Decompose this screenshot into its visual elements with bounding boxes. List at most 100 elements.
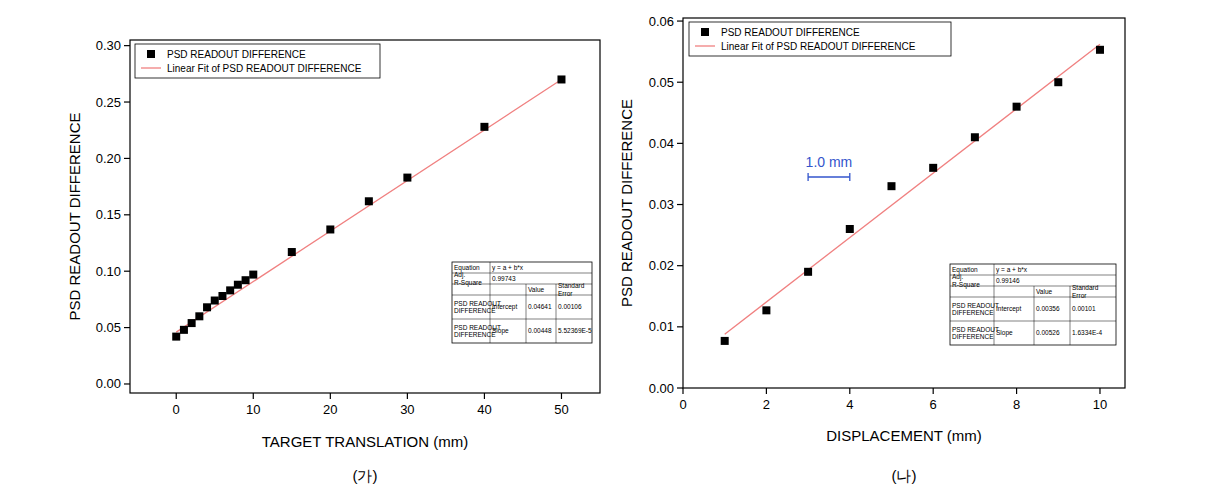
- legend-swatch: [147, 50, 155, 58]
- y-tick-label: 0.02: [649, 258, 674, 273]
- x-tick: [176, 393, 177, 399]
- table-rule: [526, 284, 527, 343]
- table-cell-line: 0.99146: [996, 277, 1020, 284]
- data-point: [249, 271, 257, 279]
- y-axis-title: PSD READOUT DIFFERENCE: [66, 112, 83, 320]
- table-cell: Intercept: [996, 305, 1021, 313]
- table-cell-line: y = a + b*x: [492, 264, 524, 272]
- table-cell-line: 0.00101: [1072, 305, 1096, 312]
- data-point: [326, 225, 334, 233]
- table-cell: StandardError: [558, 282, 585, 297]
- y-tick: [677, 82, 683, 83]
- figure: 0.000.050.100.150.200.250.3001020304050P…: [0, 0, 1212, 489]
- table-cell: Value: [1036, 288, 1053, 295]
- data-point: [480, 123, 488, 131]
- data-point: [234, 281, 242, 289]
- table-cell: 0.00526: [1036, 329, 1060, 336]
- y-tick: [124, 271, 130, 272]
- plot-frame: [130, 40, 600, 393]
- table-cell: y = a + b*x: [492, 264, 524, 272]
- table-box: [452, 262, 592, 343]
- table-rule: [452, 273, 592, 274]
- x-tick-label: 0: [173, 402, 180, 417]
- table-cell: 0.99743: [492, 275, 516, 282]
- data-point: [188, 319, 196, 327]
- data-point: [721, 337, 729, 345]
- x-tick: [484, 393, 485, 399]
- y-tick: [124, 214, 130, 215]
- x-tick: [933, 388, 934, 394]
- data-point: [804, 268, 812, 276]
- legend-label: Linear Fit of PSD READOUT DIFFERENCE: [721, 41, 916, 52]
- table-cell: 0.00101: [1072, 305, 1096, 312]
- fit-table: Equationy = a + b*xAdj.R-Square0.99743Va…: [452, 262, 592, 343]
- scale-bar: [808, 176, 850, 177]
- y-tick: [677, 387, 683, 388]
- table-cell-line: Intercept: [492, 303, 517, 311]
- x-tick: [561, 393, 562, 399]
- data-point: [203, 303, 211, 311]
- y-tick-label: 0.30: [96, 38, 121, 53]
- data-point: [180, 326, 188, 334]
- x-tick-label: 30: [400, 402, 414, 417]
- y-axis-title: PSD READOUT DIFFERENCE: [618, 99, 635, 307]
- table-cell: Intercept: [492, 303, 517, 311]
- legend-swatch: [701, 28, 709, 36]
- table-cell-line: Error: [558, 290, 573, 297]
- data-point: [929, 164, 937, 172]
- scale-bar-label: 1.0 mm: [806, 154, 853, 170]
- table-cell: Slope: [996, 329, 1013, 337]
- table-cell-line: Standard: [558, 282, 585, 289]
- table-rule: [1070, 286, 1071, 345]
- y-tick-label: 0.25: [96, 95, 121, 110]
- table-rule: [452, 319, 592, 320]
- data-point: [195, 312, 203, 320]
- table-cell-line: Slope: [996, 329, 1013, 337]
- table-cell-line: y = a + b*x: [996, 266, 1028, 274]
- table-cell-line: DIFFERENCE: [952, 309, 994, 316]
- table-cell-line: PSD READOUT: [952, 326, 999, 333]
- table-cell: PSD READOUTDIFFERENCE: [952, 302, 999, 317]
- x-tick: [766, 388, 767, 394]
- x-tick-label: 10: [246, 402, 260, 417]
- x-axis-title: DISPLACEMENT (mm): [826, 427, 982, 444]
- x-tick: [1099, 388, 1100, 394]
- data-point: [365, 197, 373, 205]
- table-rule: [950, 321, 1116, 322]
- x-tick-label: 20: [323, 402, 337, 417]
- legend-swatch: [695, 45, 715, 46]
- table-cell: StandardError: [1072, 284, 1099, 299]
- y-tick-label: 0.01: [649, 319, 674, 334]
- table-cell-line: PSD READOUT: [952, 302, 999, 309]
- table-cell: y = a + b*x: [996, 266, 1028, 274]
- x-tick: [330, 393, 331, 399]
- legend-swatch: [141, 67, 161, 68]
- y-tick: [677, 204, 683, 205]
- y-tick-label: 0.05: [649, 75, 674, 90]
- caption: (가): [353, 467, 378, 484]
- table-rule: [490, 284, 491, 343]
- table-rule: [556, 284, 557, 343]
- table-box: [950, 264, 1116, 345]
- x-tick-label: 8: [1013, 397, 1020, 412]
- x-tick: [407, 393, 408, 399]
- table-cell-line: Error: [1072, 292, 1087, 299]
- x-tick: [849, 388, 850, 394]
- y-tick-label: 0.03: [649, 197, 674, 212]
- legend-label: PSD READOUT DIFFERENCE: [167, 49, 306, 60]
- y-tick-label: 0.20: [96, 151, 121, 166]
- y-tick: [677, 326, 683, 327]
- data-point: [971, 133, 979, 141]
- table-cell-line: R-Square: [952, 281, 980, 289]
- y-tick: [124, 45, 130, 46]
- data-point: [557, 75, 565, 83]
- y-tick: [124, 158, 130, 159]
- legend: PSD READOUT DIFFERENCELinear Fit of PSD …: [135, 44, 380, 78]
- table-cell: Adj.R-Square: [454, 271, 482, 287]
- table-cell-line: 0.00356: [1036, 305, 1060, 312]
- table-cell-line: DIFFERENCE: [952, 333, 994, 340]
- data-point: [887, 182, 895, 190]
- y-tick-label: 0.04: [649, 136, 674, 151]
- chart: 0.000.010.020.030.040.050.060246810PSD R…: [618, 14, 1125, 484]
- data-point: [1054, 78, 1062, 86]
